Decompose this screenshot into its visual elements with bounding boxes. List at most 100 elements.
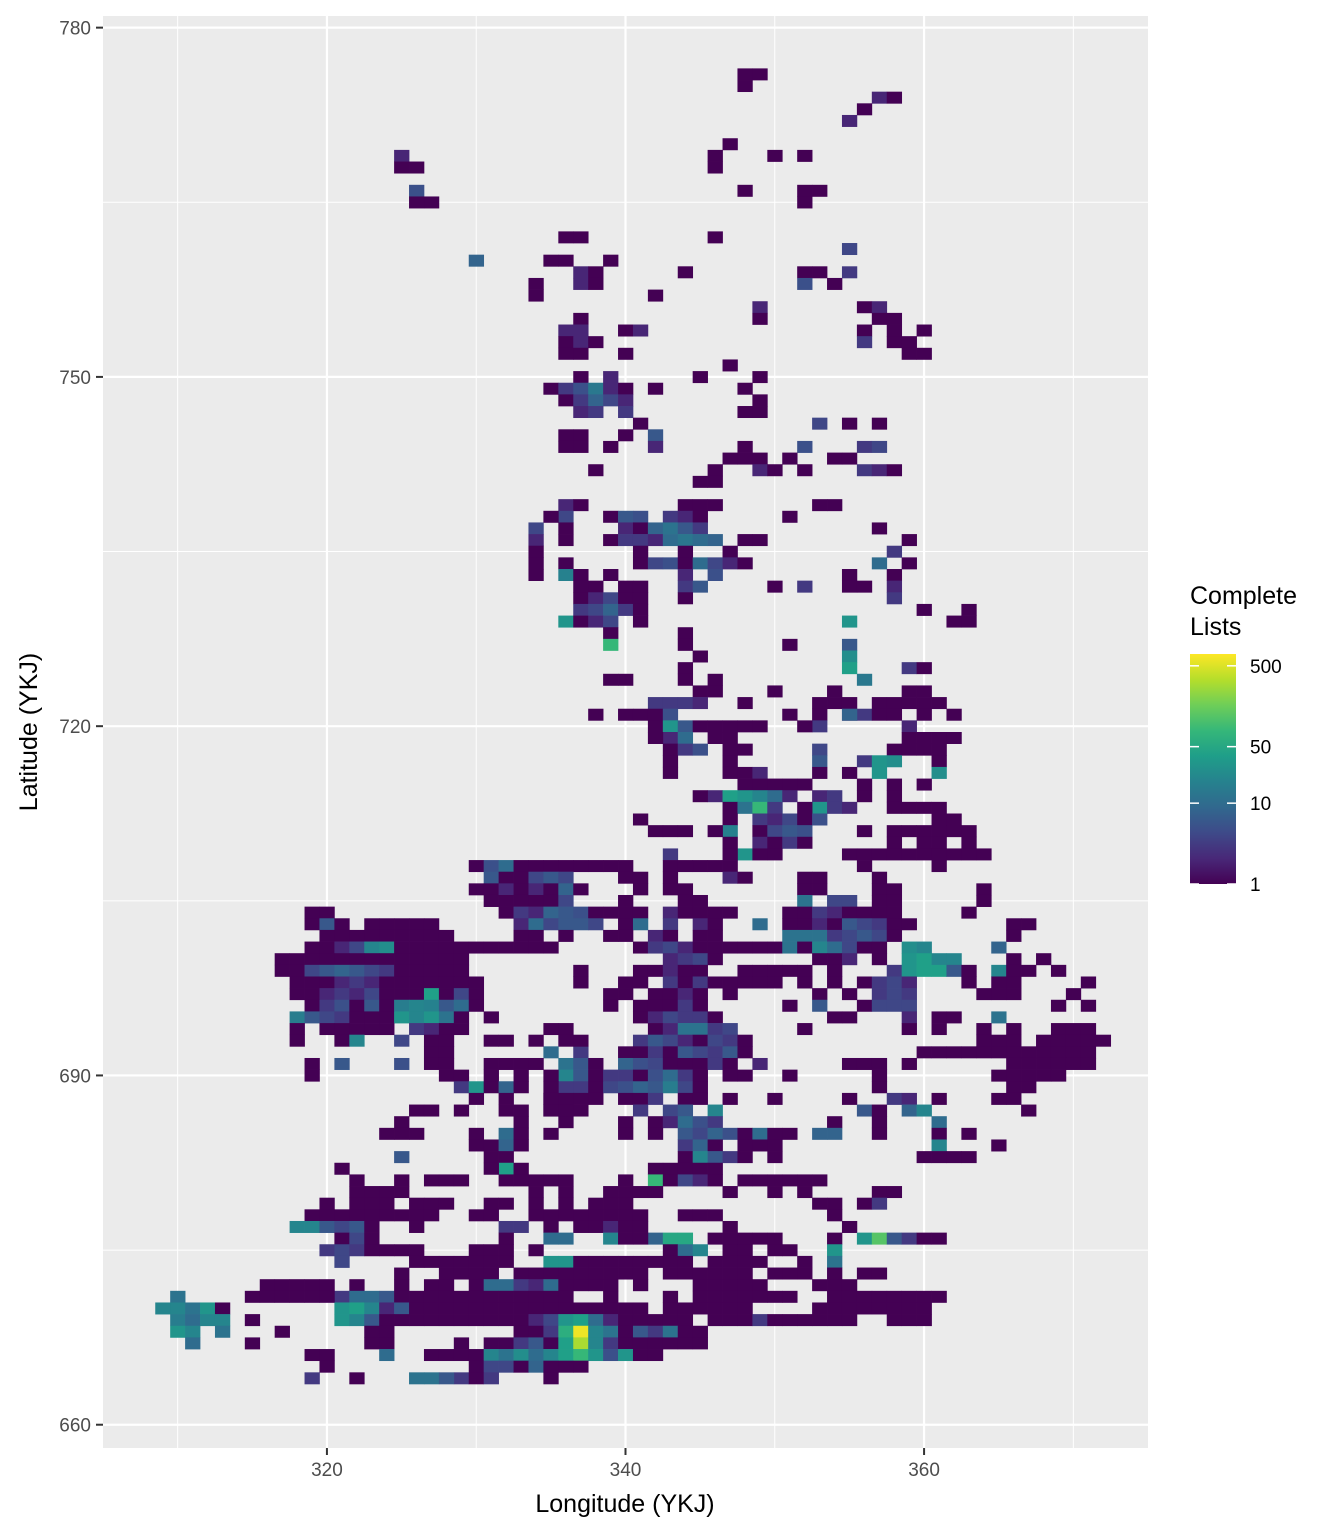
heatmap-cell [797,1314,813,1327]
heatmap-cell [841,918,858,931]
heatmap-cell [453,1023,470,1036]
heatmap-cell [767,464,783,477]
heatmap-cell [498,871,514,884]
heatmap-cell [498,1360,514,1373]
heatmap-cell [707,149,723,162]
heatmap-cell [1006,953,1022,966]
heatmap-cell [468,1290,485,1303]
heatmap-cell [558,569,574,581]
heatmap-cell [677,1209,694,1222]
heatmap-cell [632,1057,649,1070]
heatmap-cell [394,918,410,931]
heatmap-cell [483,1360,499,1373]
heatmap-cell [558,1255,574,1268]
heatmap-cell [767,1244,783,1257]
heatmap-cell [364,1290,380,1303]
heatmap-cell [797,720,813,733]
heatmap-cell [692,1011,708,1024]
heatmap-cell [707,1057,723,1070]
heatmap-cell [991,964,1007,977]
heatmap-cell [782,1267,798,1280]
heatmap-cell [767,1139,783,1152]
heatmap-cell [364,999,380,1012]
heatmap-cell [498,1092,514,1105]
heatmap-cell [707,569,723,581]
heatmap-cell [394,1244,410,1257]
heatmap-cell [513,871,529,884]
heatmap-cell [558,1279,574,1292]
heatmap-cell [528,534,544,547]
heatmap-cell [1065,988,1082,1001]
heatmap-cell [841,953,858,966]
heatmap-cell [871,1232,888,1245]
heatmap-cell [901,941,917,954]
heatmap-cell [752,1057,768,1070]
heatmap-cell [438,999,455,1012]
heatmap-cell [707,557,723,570]
heatmap-cell [334,1023,350,1036]
heatmap-cell [767,825,783,838]
heatmap-cell [573,1092,589,1105]
heatmap-cell [543,1267,559,1280]
heatmap-cell [603,569,619,581]
heatmap-cell [647,557,664,570]
heatmap-cell [483,1337,499,1350]
heatmap-cell [558,883,574,896]
heatmap-cell [647,708,664,721]
heatmap-cell [767,1232,783,1245]
heatmap-cell [379,1349,395,1362]
heatmap-cell [856,1267,873,1280]
heatmap-cell [632,918,649,931]
heatmap-cell [782,1127,798,1140]
heatmap-cell [856,790,873,803]
heatmap-cell [394,1116,410,1129]
heatmap-cell [677,266,694,279]
heatmap-cell [349,1244,365,1257]
heatmap-cell [856,778,873,791]
heatmap-cell [468,883,485,896]
heatmap-cell [603,1081,619,1094]
heatmap-cell [200,1302,216,1315]
heatmap-cell [394,161,410,174]
heatmap-cell [647,1081,664,1094]
heatmap-cell [767,976,783,989]
heatmap-cell [513,1337,529,1350]
heatmap-cell [767,1186,783,1199]
heatmap-cell [812,1197,828,1210]
heatmap-cell [573,1209,589,1222]
heatmap-cell [737,1279,753,1292]
heatmap-cell [498,1220,514,1233]
heatmap-cell [513,1139,529,1152]
heatmap-cell [588,1267,604,1280]
heatmap-cell [349,941,365,954]
heatmap-cell [603,906,619,919]
heatmap-cell [349,1290,365,1303]
heatmap-cell [647,522,664,535]
heatmap-cell [1006,1092,1022,1105]
heatmap-cell [349,999,365,1012]
heatmap-cell [274,1279,290,1292]
heatmap-cell [752,301,768,314]
heatmap-cell [707,475,723,488]
heatmap-cell [304,976,320,989]
heatmap-cell [394,964,410,977]
heatmap-cell [632,1279,649,1292]
heatmap-cell [722,138,738,151]
heatmap-cell [737,1267,753,1280]
heatmap-cell [558,394,574,407]
heatmap-cell [961,906,977,919]
heatmap-cell [1006,1046,1022,1059]
heatmap-cell [528,929,544,942]
heatmap-cell [409,1127,425,1140]
heatmap-cell [767,941,783,954]
heatmap-cell [1050,999,1067,1012]
heatmap-cell [170,1302,186,1315]
heatmap-cell [647,1127,664,1140]
heatmap-cell [409,1244,425,1257]
heatmap-cell [827,1302,843,1315]
heatmap-cell [558,522,574,535]
heatmap-cell [707,1151,723,1164]
heatmap-cell [618,1325,634,1338]
heatmap-cell [677,557,694,570]
heatmap-cell [513,929,529,942]
